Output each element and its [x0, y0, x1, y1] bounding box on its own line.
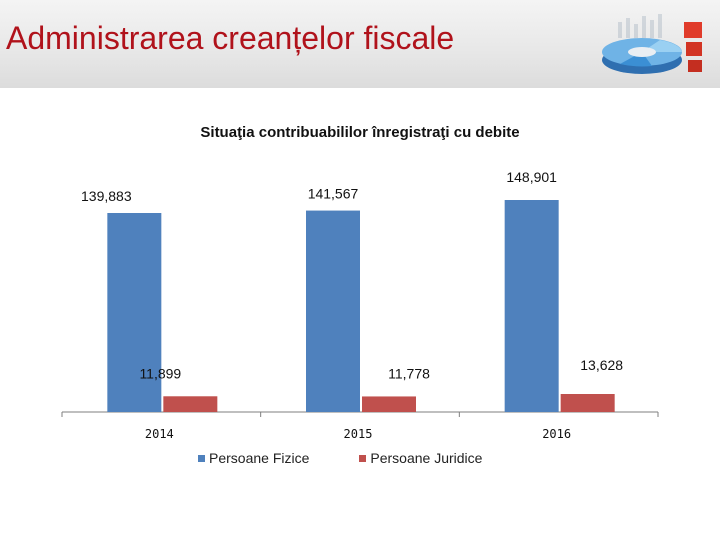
pie-chart-logo-icon: [602, 14, 702, 74]
x-tick-label: 2016: [542, 427, 571, 441]
data-label-juridice: 11,778: [388, 365, 430, 381]
data-label-juridice: 11,899: [139, 365, 181, 381]
legend-swatch-fizice: [198, 454, 205, 462]
chart-legend: Persoane Fizice Persoane Juridice: [198, 450, 482, 466]
bar-juridice: [163, 396, 218, 412]
legend-item-fizice: Persoane Fizice: [198, 450, 309, 466]
bar-fizice: [504, 200, 559, 412]
legend-swatch-juridice: [359, 454, 367, 462]
data-label-fizice: 139,883: [81, 188, 132, 204]
legend-item-juridice: Persoane Juridice: [359, 450, 482, 466]
bar-juridice: [560, 394, 615, 412]
x-tick-label: 2015: [344, 427, 373, 441]
x-tick-label: 2014: [145, 427, 174, 441]
legend-label-fizice: Persoane Fizice: [209, 450, 310, 466]
bar-fizice: [107, 213, 162, 412]
legend-label-juridice: Persoane Juridice: [370, 450, 483, 466]
header-band: Administrarea creanțelor fiscale: [0, 0, 720, 88]
bar-juridice: [362, 396, 416, 412]
bar-fizice: [306, 210, 360, 412]
data-label-fizice: 141,567: [308, 186, 359, 202]
data-label-fizice: 148,901: [506, 169, 557, 185]
data-label-juridice: 13,628: [580, 357, 623, 373]
page-title: Administrarea creanțelor fiscale: [6, 20, 455, 56]
chart-title: Situaţia contribuabililor înregistraţi c…: [200, 124, 520, 141]
